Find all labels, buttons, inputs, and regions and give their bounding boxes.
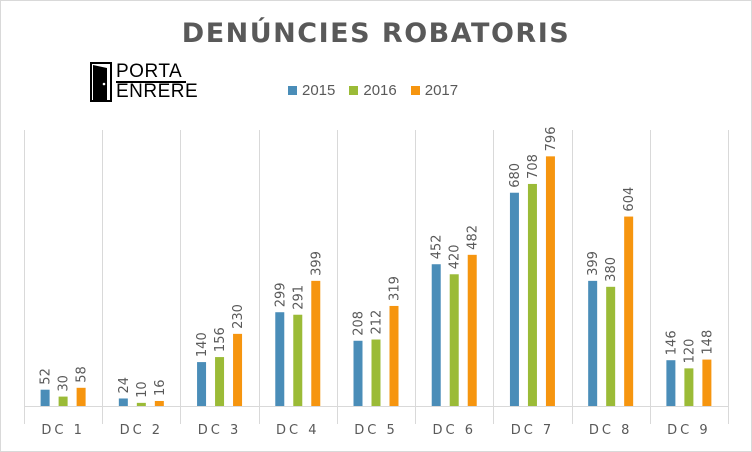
bar-2017-dc6 (467, 254, 477, 406)
data-label: 319 (388, 276, 403, 301)
data-label: 796 (544, 127, 559, 152)
logo-divider (116, 81, 186, 83)
bar-2017-dc3 (233, 333, 243, 406)
bar-2016-dc3 (215, 357, 225, 406)
legend-label-2016: 2016 (363, 81, 397, 99)
data-label: 148 (700, 330, 715, 355)
data-label: 140 (195, 332, 210, 357)
data-label: 380 (604, 257, 619, 282)
bar-2015-dc7 (509, 192, 519, 406)
data-label: 146 (664, 330, 679, 355)
bar-2017-dc7 (545, 156, 555, 406)
logo: PORTA ENRERE (88, 61, 198, 104)
data-label: 482 (466, 225, 481, 250)
data-label: 212 (370, 310, 385, 335)
category-label: DC 5 (354, 423, 398, 438)
data-label: 708 (526, 154, 541, 179)
logo-line-1: PORTA (116, 61, 183, 82)
bar-2015-dc2 (118, 398, 128, 406)
legend-label-2017: 2017 (424, 81, 459, 99)
bar-2015-dc3 (197, 362, 207, 406)
bar-2015-dc6 (431, 264, 441, 406)
bar-2015-dc8 (588, 280, 598, 406)
logo-line-2: ENRERE (116, 81, 199, 102)
bar-2016-dc7 (527, 183, 537, 406)
data-label: 604 (622, 187, 637, 212)
data-label: 399 (586, 251, 601, 276)
bar-2017-dc4 (311, 280, 321, 406)
bar-2016-dc1 (58, 396, 68, 406)
door-icon (90, 62, 112, 102)
data-label: 291 (291, 285, 306, 310)
category-label: DC 9 (667, 423, 711, 438)
bar-2016-dc6 (449, 274, 459, 406)
category-label: DC 4 (276, 423, 320, 438)
data-label: 452 (430, 234, 445, 259)
legend-swatch-2017 (410, 85, 420, 95)
data-label: 16 (153, 379, 168, 396)
data-label: 58 (75, 366, 90, 383)
data-label: 420 (448, 244, 463, 269)
data-label: 208 (352, 311, 367, 336)
category-label: DC 8 (589, 423, 633, 438)
legend-item-2017: 2017 (410, 81, 459, 99)
bar-2016-dc2 (136, 402, 146, 406)
data-label: 24 (117, 377, 132, 394)
data-label: 299 (273, 282, 288, 307)
bar-2016-dc5 (371, 339, 381, 406)
bar-2017-dc9 (702, 359, 712, 406)
bar-2017-dc5 (389, 305, 399, 406)
data-label: 52 (39, 368, 54, 385)
bar-2015-dc9 (666, 360, 676, 406)
data-label: 10 (135, 381, 150, 398)
data-label: 30 (57, 375, 72, 392)
legend-label-2015: 2015 (302, 81, 336, 99)
data-label: 680 (508, 163, 523, 188)
bar-2016-dc9 (684, 368, 694, 406)
legend-swatch-2015 (288, 85, 297, 95)
legend-item-2016: 2016 (349, 81, 397, 99)
legend-swatch-2016 (349, 85, 359, 95)
bar-2016-dc8 (606, 286, 616, 406)
bar-2015-dc5 (353, 340, 363, 406)
data-label: 230 (231, 304, 246, 329)
bar-2016-dc4 (293, 314, 303, 406)
data-label: 120 (682, 339, 697, 364)
category-label: DC 2 (120, 423, 164, 438)
category-label: DC 3 (198, 423, 242, 438)
bar-2015-dc1 (40, 389, 50, 406)
legend-item-2015: 2015 (288, 82, 335, 99)
bar-2017-dc8 (624, 216, 634, 406)
bar-2015-dc4 (275, 312, 285, 406)
data-label: 156 (213, 327, 228, 352)
data-label: 399 (309, 251, 324, 276)
category-label: DC 7 (511, 423, 555, 438)
category-label: DC 1 (41, 423, 85, 438)
chart-title: DENÚNCIES ROBATORIS (181, 18, 571, 49)
bar-2017-dc1 (76, 387, 86, 406)
bar-2017-dc2 (154, 400, 164, 406)
legend: 2015 2016 2017 (288, 80, 458, 100)
category-label: DC 6 (432, 423, 476, 438)
